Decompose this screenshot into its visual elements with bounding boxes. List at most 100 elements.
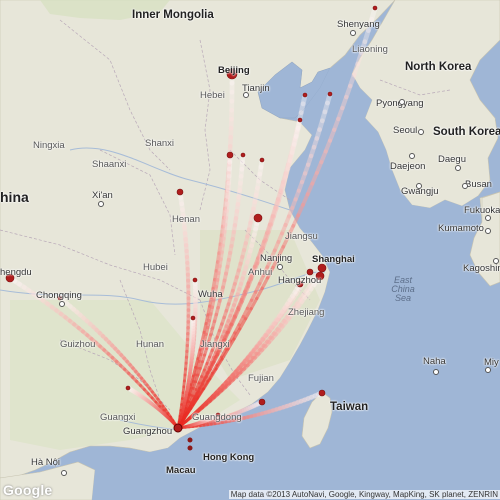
water-bohai <box>257 61 331 119</box>
flow-arc-segment <box>283 162 291 176</box>
flow-arc-segment <box>131 388 138 395</box>
flow-arc-segment <box>182 225 188 236</box>
flow-arc-segment <box>336 105 345 122</box>
label-tianjin: Tianjin <box>242 83 270 94</box>
google-logo[interactable]: Google <box>3 482 53 498</box>
flow-arc-segment <box>31 291 41 300</box>
flow-arc-segment <box>299 171 308 185</box>
flow-arc-segment <box>311 277 320 288</box>
flow-arc-segment <box>282 301 290 311</box>
flow-arc-segment <box>197 382 204 394</box>
flow-arc-segment <box>250 232 257 243</box>
origin-marker-2[interactable] <box>240 152 246 158</box>
origin-marker-19[interactable] <box>372 5 378 11</box>
origin-marker-6[interactable] <box>317 263 327 273</box>
flow-arc-segment <box>251 402 259 409</box>
flow-arc-segment <box>365 16 375 33</box>
origin-marker-17[interactable] <box>258 398 266 406</box>
flow-arc-segment <box>214 357 224 371</box>
origin-marker-3[interactable] <box>259 157 265 163</box>
origin-marker-5[interactable] <box>253 213 263 223</box>
flow-arc-segment <box>219 347 228 359</box>
label-hebei: Hebei <box>200 90 225 101</box>
flow-arc-segment <box>253 401 261 408</box>
flow-arc-segment <box>311 136 320 150</box>
flow-arc-segment <box>302 162 311 176</box>
flow-arc-segment <box>253 185 260 198</box>
origin-marker-16[interactable] <box>125 385 131 391</box>
flow-arc-segment <box>298 101 306 116</box>
origin-marker-1[interactable] <box>226 151 234 159</box>
land-taiwan-top <box>301 391 333 449</box>
flow-arc-segment <box>238 166 245 179</box>
flow-arc-segment <box>340 94 349 111</box>
flow-arc-segment <box>291 213 301 228</box>
flow-arc-segment <box>180 207 186 219</box>
flow-arc-segment <box>302 396 311 403</box>
origin-marker-9[interactable] <box>296 280 304 288</box>
land-japan-top <box>469 191 500 287</box>
flow-arc-segment <box>222 222 228 234</box>
hk-marker-0[interactable] <box>187 437 193 443</box>
flow-arc-segment <box>271 255 280 270</box>
hub-marker[interactable] <box>173 423 183 433</box>
flow-arc-segment <box>74 309 83 318</box>
origin-marker-10[interactable] <box>302 92 308 98</box>
label-seoul: Seoul <box>393 125 418 136</box>
label-shenyang: Shenyang <box>337 19 380 30</box>
map-attribution[interactable]: Map data ©2013 AutoNavi, Google, Kingway… <box>228 490 500 499</box>
origin-marker-18[interactable] <box>318 389 326 397</box>
label-miy: Miy <box>484 357 499 368</box>
flow-arc-segment <box>302 273 310 284</box>
flow-arc-segment <box>134 390 140 397</box>
flow-arc-segment <box>292 285 300 295</box>
label-wuhan: Wuha <box>198 289 223 300</box>
origin-marker-13[interactable] <box>190 315 196 321</box>
flow-arc-segment <box>136 392 143 398</box>
flow-arc-segment <box>295 398 304 405</box>
city-dot-nanjing <box>277 264 283 270</box>
flow-arc-segment <box>288 295 296 305</box>
origin-marker-8[interactable] <box>306 268 314 276</box>
label-xian: Xi'an <box>92 190 113 201</box>
flow-arc-segment <box>239 159 245 172</box>
label-nanjing: Nanjing <box>260 253 293 264</box>
flow-arc-segment <box>202 377 212 391</box>
label-hangzhou: Hangzhou <box>278 275 322 286</box>
origin-marker-11[interactable] <box>327 91 333 97</box>
flow-arc-segment <box>289 142 297 155</box>
label-jiangsu: Jiangsu <box>285 231 318 242</box>
city-dot-tianjin <box>243 92 249 98</box>
hk-marker-1[interactable] <box>187 445 193 451</box>
city-dot-ha-noi <box>61 470 67 476</box>
flow-arc-segment <box>281 171 288 185</box>
city-dot-busan <box>462 183 468 189</box>
origin-marker-15[interactable] <box>57 295 63 301</box>
flow-arc-segment <box>193 390 201 401</box>
flow-arc-segment <box>81 315 90 324</box>
origin-marker-20[interactable] <box>215 412 221 418</box>
origin-marker-7[interactable] <box>315 271 325 281</box>
flow-arc-segment <box>247 243 254 254</box>
label-guizhou: Guizhou <box>60 339 96 350</box>
flow-arc-segment <box>274 313 282 323</box>
origin-marker-12[interactable] <box>192 277 198 283</box>
flow-arc-segment <box>285 153 293 168</box>
flow-arc-segment <box>182 231 188 242</box>
flow-arc-segment <box>295 297 303 306</box>
flow-arc-segment <box>257 164 264 177</box>
flow-arc-segment <box>189 397 199 410</box>
city-dot-fukuoka <box>485 215 491 221</box>
flow-arc-segment <box>278 179 286 193</box>
flow-arc-segment <box>283 166 291 179</box>
origin-marker-21[interactable] <box>297 117 303 123</box>
origin-marker-4[interactable] <box>176 188 184 196</box>
flow-arc-segment <box>290 289 298 299</box>
origin-marker-0[interactable] <box>226 68 238 80</box>
flow-arc-segment <box>224 339 233 351</box>
flow-arc-segment <box>276 190 284 203</box>
origin-marker-14[interactable] <box>5 273 15 283</box>
flow-arc-segment <box>241 407 249 413</box>
flow-arc-segment <box>308 282 317 292</box>
